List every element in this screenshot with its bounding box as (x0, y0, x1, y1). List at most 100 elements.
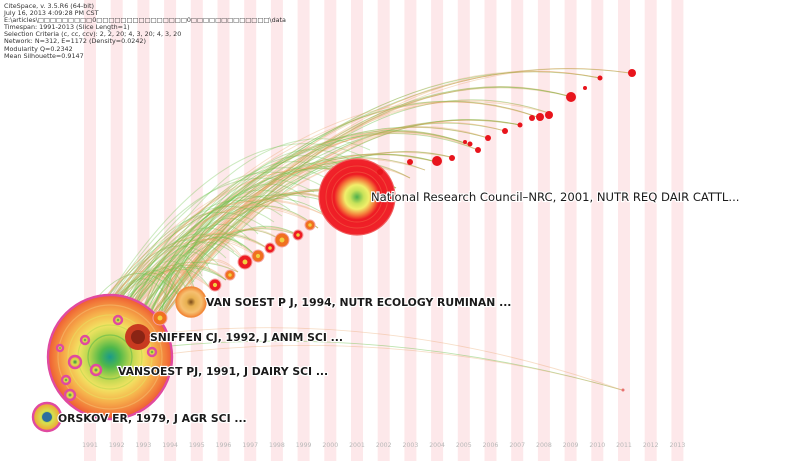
citation-link (149, 229, 286, 336)
node-recent-citation[interactable] (407, 159, 413, 165)
node-vansoest-1994[interactable] (176, 287, 206, 317)
node-chain-core (212, 282, 218, 288)
year-tick-2008: 2008 (536, 442, 552, 449)
year-bands (84, 0, 684, 461)
citation-link (101, 205, 275, 333)
node-recent-citation[interactable] (467, 141, 473, 147)
citation-link (159, 228, 286, 321)
node-recent-citation[interactable] (545, 111, 553, 119)
citation-link (79, 153, 441, 346)
citation-link (109, 130, 471, 341)
node-recent-citation[interactable] (432, 156, 442, 166)
node-labels: National Research Council–NRC, 2001, NUT… (57, 189, 741, 426)
year-tick-2003: 2003 (403, 442, 419, 449)
citation-link (59, 100, 553, 361)
node-recent-citation[interactable] (485, 135, 491, 141)
citation-link (149, 119, 521, 336)
citation-link (125, 161, 339, 345)
info-software-version: CiteSpace, v. 3.5.R6 (64-bit) (4, 2, 95, 10)
year-band-2000 (324, 0, 337, 461)
citation-link (139, 86, 573, 331)
year-tick-2013: 2013 (670, 442, 686, 449)
citation-link (89, 177, 315, 333)
node-recent-citation[interactable] (597, 75, 603, 81)
node-recent-citation[interactable] (463, 140, 467, 144)
node-cluster-member[interactable] (148, 348, 156, 356)
node-cluster-member[interactable] (69, 356, 81, 368)
node-cluster-member[interactable] (114, 316, 122, 324)
node-recent-citation[interactable] (566, 92, 576, 102)
nrc-ring (325, 165, 389, 229)
node-recent-citation[interactable] (502, 128, 508, 134)
citation-link (109, 100, 541, 341)
node-chain-core (279, 237, 285, 243)
citation-link (109, 157, 426, 341)
citation-link (137, 155, 347, 339)
citation-link (124, 157, 426, 361)
info-timespan: Timespan: 1991-2013 (Slice Length=1) (4, 23, 130, 32)
citation-link (109, 70, 601, 341)
citation-link (129, 119, 521, 351)
citation-link (137, 189, 299, 345)
label-nrc: National Research Council–NRC, 2001, NUT… (371, 190, 739, 204)
node-recent-citation[interactable] (475, 147, 481, 153)
node-cluster-member-ring (60, 374, 72, 386)
year-tick-2010: 2010 (589, 442, 605, 449)
year-tick-2007: 2007 (509, 442, 525, 449)
node-cluster-member[interactable] (81, 336, 89, 344)
citation-link (159, 150, 456, 321)
node-cluster-member[interactable] (62, 376, 70, 384)
node-chain-core (228, 273, 232, 277)
node-chain-core (268, 246, 272, 250)
citation-link (159, 264, 197, 321)
node-cluster-member[interactable] (91, 365, 101, 375)
citation-link (139, 229, 286, 331)
node-recent-citation[interactable] (583, 86, 587, 90)
node-orskov-core (42, 412, 52, 422)
node-nrc-2001[interactable] (319, 159, 395, 235)
citation-link (125, 227, 243, 327)
node-recent-citation[interactable] (536, 113, 544, 121)
citation-link (129, 122, 506, 351)
year-band-2007 (511, 0, 524, 461)
node-isolated[interactable] (621, 388, 625, 392)
node-recent-citation[interactable] (517, 122, 523, 128)
citation-link (124, 119, 521, 361)
node-vansoest-1991-cluster-ring (46, 293, 174, 421)
node-cluster-member-ring (112, 314, 124, 326)
node-cluster-member-ring (55, 343, 65, 353)
year-tick-2012: 2012 (643, 442, 659, 449)
year-band-2006 (484, 0, 497, 461)
node-recent-citation[interactable] (529, 115, 535, 121)
citation-link (125, 195, 291, 351)
info-panel: CiteSpace, v. 3.5.R6 (64-bit) July 16, 2… (4, 2, 286, 60)
citation-link (94, 126, 489, 356)
year-tick-1994: 1994 (162, 442, 178, 449)
node-recent-citation[interactable] (628, 69, 636, 77)
node-cluster-member[interactable] (65, 390, 75, 400)
year-tick-1992: 1992 (109, 442, 125, 449)
node-orskov-1979-ring (31, 401, 63, 433)
node-recent-citation[interactable] (377, 169, 383, 175)
citation-link (59, 127, 489, 361)
year-band-2004 (431, 0, 444, 461)
label-vansoest94: VAN SOEST P J, 1994, NUTR ECOLOGY RUMINA… (206, 296, 511, 309)
citation-link (94, 101, 541, 356)
citation-link (99, 87, 573, 373)
citation-link (149, 86, 573, 336)
year-tick-1996: 1996 (216, 442, 232, 449)
year-band-2013 (671, 0, 684, 461)
node-recent-citation[interactable] (449, 155, 455, 161)
info-data-path: E:\articles\□□□□□□□□□0□□□□□□□□□□□□□□□0□□… (4, 16, 286, 25)
year-tick-2002: 2002 (376, 442, 392, 449)
node-chain-core (255, 253, 261, 259)
citation-link (99, 132, 479, 373)
year-band-1995 (190, 0, 203, 461)
year-tick-2006: 2006 (483, 442, 499, 449)
citation-link (99, 131, 471, 373)
citation-link (89, 143, 363, 327)
info-modularity: Modularity Q=0.2342 (4, 44, 73, 53)
citation-link (94, 154, 441, 356)
